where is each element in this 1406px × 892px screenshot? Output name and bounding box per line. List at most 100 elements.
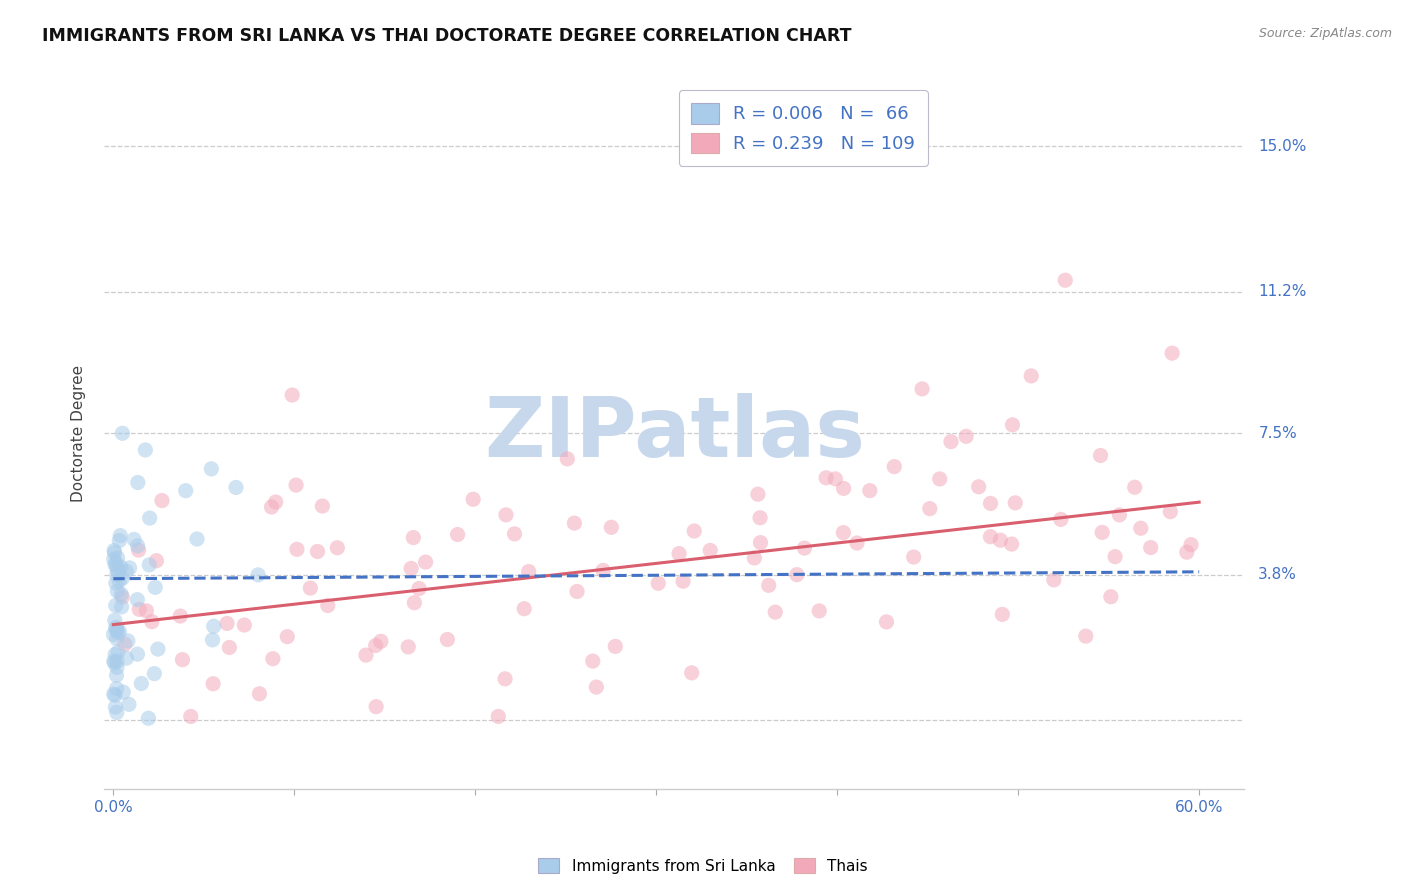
Point — [105, 561, 128, 575]
Point — [118, 561, 141, 575]
Point — [1090, 449, 1112, 463]
Point — [681, 665, 703, 680]
Point — [859, 483, 882, 498]
Point — [127, 539, 149, 553]
Point — [1004, 496, 1026, 510]
Point — [1108, 508, 1130, 522]
Point — [808, 604, 831, 618]
Point — [846, 536, 869, 550]
Text: 3.8%: 3.8% — [1258, 567, 1298, 582]
Point — [399, 561, 422, 575]
Point — [815, 471, 838, 485]
Point — [105, 668, 128, 682]
Point — [111, 571, 134, 585]
Point — [299, 581, 322, 595]
Point — [103, 654, 125, 668]
Point — [202, 619, 225, 633]
Point — [180, 709, 202, 723]
Point — [564, 516, 586, 530]
Point — [1019, 368, 1042, 383]
Point — [495, 508, 517, 522]
Point — [1123, 480, 1146, 494]
Point — [582, 654, 605, 668]
Point — [138, 558, 160, 572]
Point — [111, 590, 134, 604]
Point — [128, 602, 150, 616]
Y-axis label: Doctorate Degree: Doctorate Degree — [72, 365, 86, 502]
Point — [104, 613, 127, 627]
Point — [1104, 549, 1126, 564]
Point — [600, 520, 623, 534]
Text: Source: ZipAtlas.com: Source: ZipAtlas.com — [1258, 27, 1392, 40]
Point — [103, 687, 125, 701]
Point — [307, 544, 329, 558]
Point — [110, 587, 132, 601]
Point — [605, 640, 627, 654]
Point — [281, 388, 304, 402]
Point — [832, 482, 855, 496]
Point — [105, 681, 128, 696]
Point — [110, 529, 132, 543]
Point — [408, 582, 430, 596]
Point — [146, 642, 169, 657]
Point — [107, 625, 129, 640]
Point — [111, 426, 134, 441]
Point — [402, 531, 425, 545]
Point — [264, 495, 287, 509]
Point — [104, 648, 127, 662]
Point — [117, 633, 139, 648]
Point — [104, 599, 127, 613]
Point — [103, 627, 125, 641]
Point — [517, 565, 540, 579]
Point — [364, 639, 387, 653]
Point — [699, 543, 721, 558]
Point — [105, 660, 128, 674]
Point — [1050, 512, 1073, 526]
Point — [110, 599, 132, 614]
Point — [1099, 590, 1122, 604]
Point — [134, 442, 156, 457]
Point — [107, 645, 129, 659]
Point — [260, 500, 283, 514]
Point — [979, 530, 1001, 544]
Point — [1043, 573, 1066, 587]
Point — [262, 651, 284, 665]
Point — [683, 524, 706, 538]
Point — [824, 472, 846, 486]
Point — [979, 496, 1001, 510]
Point — [201, 632, 224, 647]
Point — [1001, 417, 1024, 432]
Point — [486, 709, 509, 723]
Point — [883, 459, 905, 474]
Point — [1161, 346, 1184, 360]
Point — [1159, 505, 1181, 519]
Point — [104, 622, 127, 636]
Legend: Immigrants from Sri Lanka, Thais: Immigrants from Sri Lanka, Thais — [531, 852, 875, 880]
Point — [103, 543, 125, 558]
Point — [103, 546, 125, 560]
Point — [143, 666, 166, 681]
Point — [967, 480, 990, 494]
Point — [555, 451, 578, 466]
Point — [202, 677, 225, 691]
Point — [311, 499, 333, 513]
Point — [763, 605, 786, 619]
Point — [316, 599, 339, 613]
Point — [1129, 521, 1152, 535]
Point — [366, 699, 388, 714]
Point — [749, 510, 772, 524]
Point — [104, 700, 127, 714]
Point — [104, 576, 127, 591]
Point — [200, 462, 222, 476]
Point — [747, 487, 769, 501]
Point — [186, 532, 208, 546]
Point — [494, 672, 516, 686]
Point — [928, 472, 950, 486]
Point — [141, 615, 163, 629]
Point — [503, 527, 526, 541]
Point — [225, 480, 247, 494]
Point — [513, 601, 536, 615]
Point — [585, 680, 607, 694]
Point — [592, 563, 614, 577]
Point — [108, 624, 131, 639]
